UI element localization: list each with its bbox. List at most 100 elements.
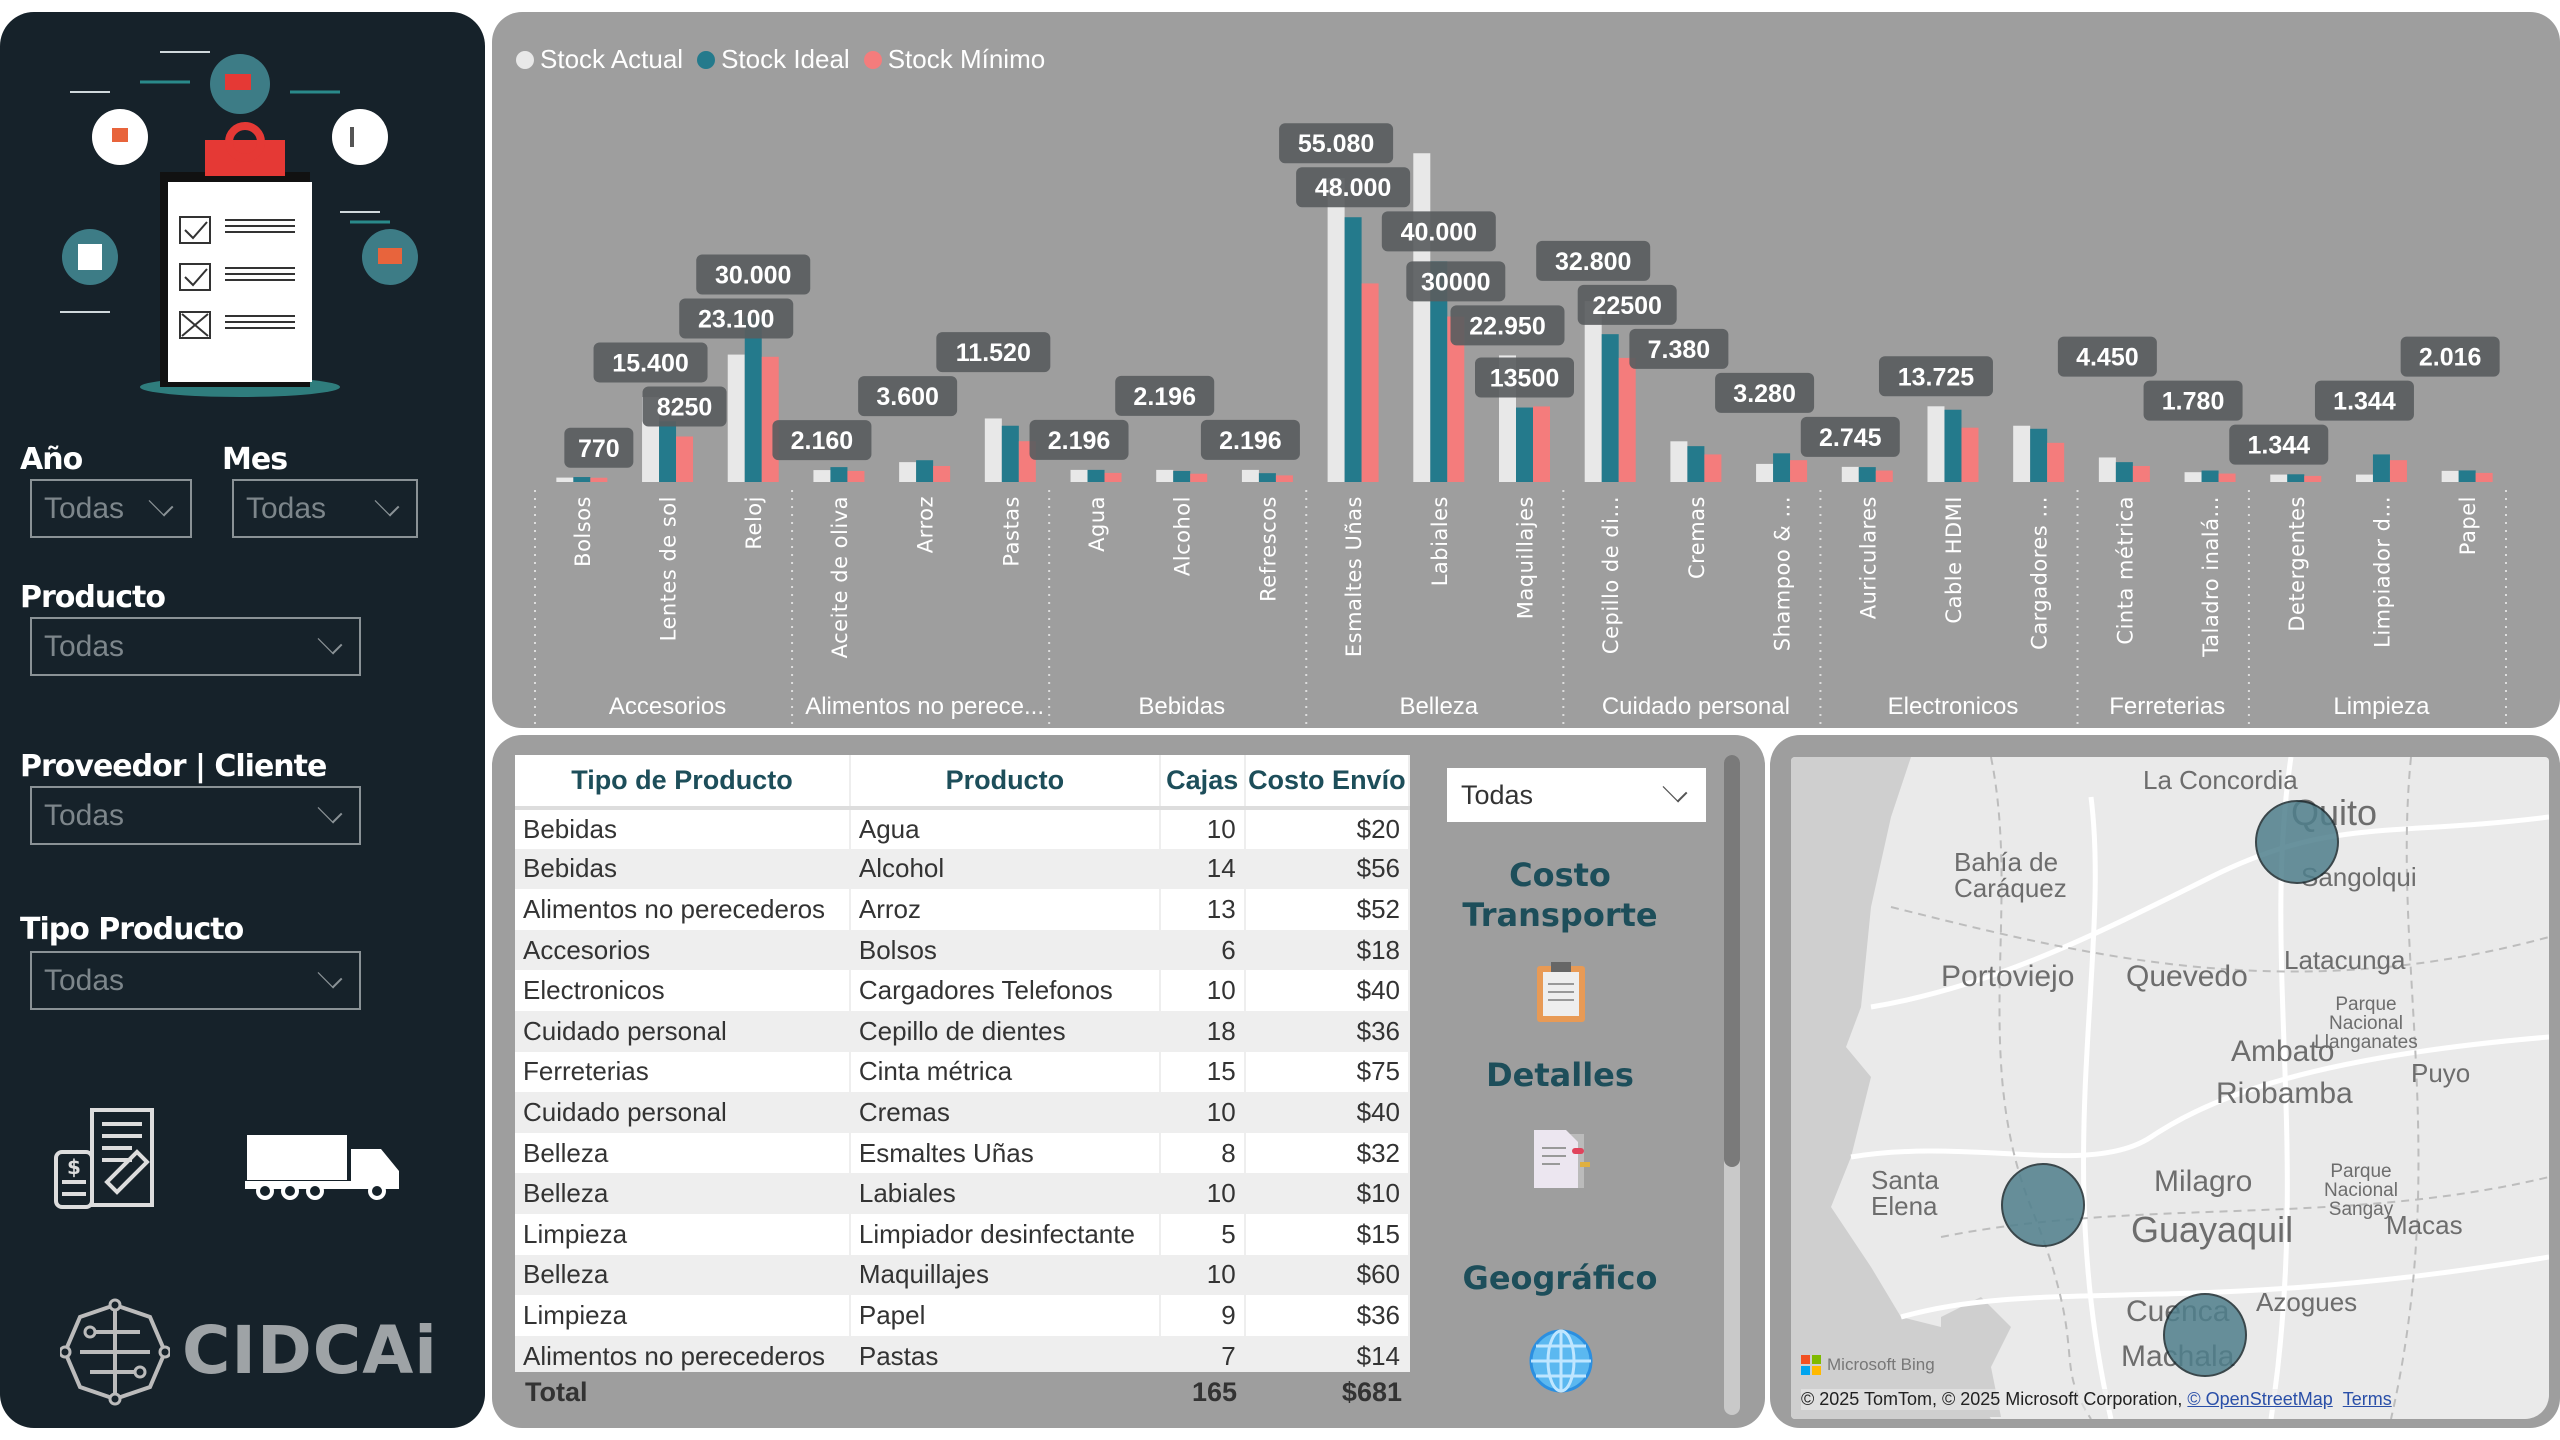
bar-stock-ideal[interactable] xyxy=(1430,261,1448,482)
bar-stock-actual[interactable] xyxy=(2270,474,2288,482)
table-row[interactable]: Electronicos Cargadores Telefonos 10 $40 xyxy=(515,970,1410,1011)
location-bubble-guayaquil[interactable] xyxy=(2001,1163,2085,1247)
bar-stock-ideal[interactable] xyxy=(1773,453,1791,482)
table-row[interactable]: Belleza Labiales 10 $10 xyxy=(515,1173,1410,1214)
table-row[interactable]: Bebidas Alcohol 14 $56 xyxy=(515,848,1410,890)
bar-stock-actual[interactable] xyxy=(1327,178,1345,482)
month-dropdown[interactable]: Todas xyxy=(232,479,418,538)
table-row[interactable]: Limpieza Papel 9 $36 xyxy=(515,1295,1410,1336)
bar-stock-minimo[interactable] xyxy=(761,356,779,482)
legend-item-stock-actual[interactable]: Stock Actual xyxy=(516,44,683,75)
table-row[interactable]: Belleza Maquillajes 10 $60 xyxy=(515,1254,1410,1296)
bar-stock-ideal[interactable] xyxy=(1516,407,1533,482)
table-row[interactable]: Bebidas Agua 10 $20 xyxy=(515,808,1410,849)
nav-geografico[interactable]: Geográfico xyxy=(1462,1259,1658,1297)
bar-stock-actual[interactable] xyxy=(1756,463,1774,482)
bar-stock-minimo[interactable] xyxy=(2475,472,2493,482)
bar-stock-minimo[interactable] xyxy=(1533,406,1550,482)
bar-stock-ideal[interactable] xyxy=(2372,454,2390,482)
bar-stock-ideal[interactable] xyxy=(2201,470,2219,482)
bar-stock-ideal[interactable] xyxy=(2115,462,2133,482)
column-header[interactable]: Producto xyxy=(849,755,1161,810)
column-header[interactable]: Costo Envío xyxy=(1244,755,1410,810)
invoice-calculator-icon[interactable]: $ xyxy=(52,1102,167,1212)
legend-item-stock-minimo[interactable]: Stock Mínimo xyxy=(863,44,1045,75)
delivery-truck-icon[interactable] xyxy=(245,1127,405,1207)
bar-stock-actual[interactable] xyxy=(813,470,831,482)
bar-stock-minimo[interactable] xyxy=(1361,283,1379,482)
column-header[interactable]: Tipo de Producto xyxy=(515,755,851,810)
bar-stock-minimo[interactable] xyxy=(933,466,951,482)
location-bubble-quito[interactable] xyxy=(2255,800,2339,884)
nav-costo-transporte[interactable]: Costo Transporte xyxy=(1440,855,1680,935)
bar-stock-ideal[interactable] xyxy=(1944,409,1962,482)
product-type-dropdown[interactable]: Todas xyxy=(30,951,361,1010)
bar-stock-minimo[interactable] xyxy=(1875,470,1893,482)
document-details-icon[interactable] xyxy=(1532,1128,1592,1190)
location-bubble-cuenca[interactable] xyxy=(2163,1293,2247,1377)
bar-stock-ideal[interactable] xyxy=(1087,469,1105,482)
bar-stock-ideal[interactable] xyxy=(1001,425,1019,482)
bar-stock-actual[interactable] xyxy=(1070,469,1088,482)
bar-stock-actual[interactable] xyxy=(984,418,1002,482)
legend-item-stock-ideal[interactable]: Stock Ideal xyxy=(697,44,850,75)
bar-stock-ideal[interactable] xyxy=(744,316,762,482)
bar-stock-minimo[interactable] xyxy=(1790,460,1808,482)
scrollbar-track[interactable] xyxy=(1724,755,1740,1415)
bar-stock-ideal[interactable] xyxy=(916,460,934,482)
bar-stock-minimo[interactable] xyxy=(1618,357,1636,482)
nav-detalles[interactable]: Detalles xyxy=(1486,1056,1634,1094)
bar-stock-minimo[interactable] xyxy=(1961,427,1979,482)
scrollbar-thumb[interactable] xyxy=(1724,755,1740,1167)
bar-stock-ideal[interactable] xyxy=(2458,470,2476,482)
nav-dropdown[interactable]: Todas xyxy=(1447,768,1706,822)
supplier-client-dropdown[interactable]: Todas xyxy=(30,786,361,845)
table-row[interactable]: Limpieza Limpiador desinfectante 5 $15 xyxy=(515,1213,1410,1255)
bar-stock-ideal[interactable] xyxy=(1173,470,1191,482)
bar-stock-actual[interactable] xyxy=(899,462,917,482)
table-row[interactable]: Cuidado personal Cremas 10 $40 xyxy=(515,1092,1410,1133)
bar-stock-actual[interactable] xyxy=(556,477,574,482)
ecuador-map[interactable]: La Concordia Quito Bahía de Caráquez Sangol… xyxy=(1791,757,2549,1419)
column-header[interactable]: Cajas xyxy=(1159,755,1246,810)
bar-stock-minimo[interactable] xyxy=(2304,475,2322,482)
bar-stock-actual[interactable] xyxy=(2013,425,2031,482)
bar-stock-actual[interactable] xyxy=(1841,466,1859,482)
bar-stock-actual[interactable] xyxy=(1156,469,1174,482)
bar-stock-minimo[interactable] xyxy=(1275,475,1293,482)
bar-stock-actual[interactable] xyxy=(2355,474,2373,482)
bar-stock-actual[interactable] xyxy=(1584,301,1602,482)
bar-stock-minimo[interactable] xyxy=(847,470,865,482)
bar-stock-actual[interactable] xyxy=(1670,441,1688,482)
bar-stock-actual[interactable] xyxy=(2441,470,2459,482)
table-row[interactable]: Cuidado personal Cepillo de dientes 18 $36 xyxy=(515,1010,1410,1052)
terms-link[interactable]: Terms xyxy=(2342,1389,2392,1409)
bar-stock-ideal[interactable] xyxy=(1344,217,1362,482)
bar-stock-ideal[interactable] xyxy=(573,477,591,482)
bar-stock-ideal[interactable] xyxy=(2030,428,2048,482)
bar-stock-actual[interactable] xyxy=(1927,406,1945,482)
openstreetmap-link[interactable]: © OpenStreetMap xyxy=(2187,1389,2333,1409)
bar-stock-actual[interactable] xyxy=(1413,153,1431,482)
bar-stock-minimo[interactable] xyxy=(1704,454,1722,482)
bar-stock-actual[interactable] xyxy=(2098,457,2116,482)
bar-stock-ideal[interactable] xyxy=(1858,467,1876,482)
table-row[interactable]: Belleza Esmaltes Uñas 8 $32 xyxy=(515,1132,1410,1174)
bar-stock-minimo[interactable] xyxy=(2132,466,2150,482)
bar-stock-ideal[interactable] xyxy=(1601,334,1619,482)
bar-stock-ideal[interactable] xyxy=(2287,474,2305,482)
globe-icon[interactable] xyxy=(1528,1328,1594,1394)
bar-stock-ideal[interactable] xyxy=(659,421,677,482)
bar-stock-actual[interactable] xyxy=(2184,472,2202,482)
product-dropdown[interactable]: Todas xyxy=(30,617,361,676)
bar-stock-ideal[interactable] xyxy=(830,467,848,482)
bar-stock-actual[interactable] xyxy=(1241,469,1259,482)
table-row[interactable]: Ferreterias Cinta métrica 15 $75 xyxy=(515,1051,1410,1093)
bar-stock-minimo[interactable] xyxy=(2389,460,2407,482)
table-row[interactable]: Alimentos no perecederos Arroz 13 $52 xyxy=(515,889,1410,930)
year-dropdown[interactable]: Todas xyxy=(30,479,192,538)
bar-stock-minimo[interactable] xyxy=(1190,473,1208,482)
table-row[interactable]: Alimentos no perecederos Pastas 7 $14 xyxy=(515,1335,1410,1372)
clipboard-icon[interactable] xyxy=(1535,962,1587,1024)
bar-stock-minimo[interactable] xyxy=(2047,442,2065,482)
